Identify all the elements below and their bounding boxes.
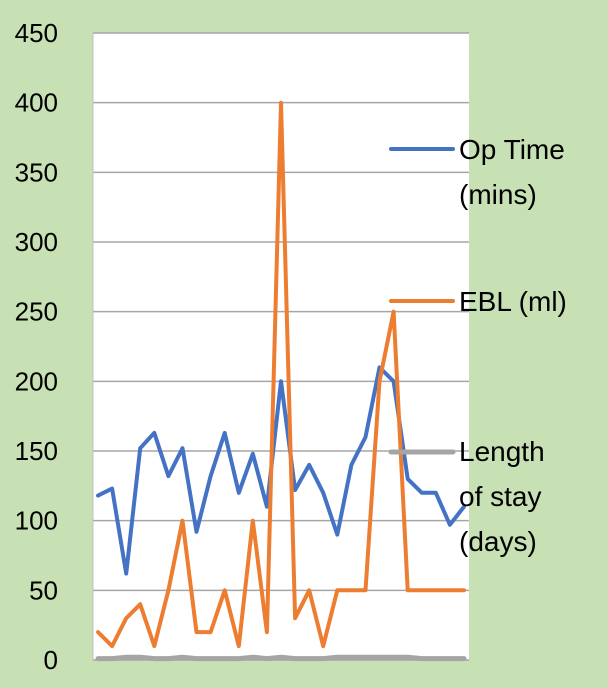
y-tick-label-100: 100 [15, 506, 58, 536]
legend-label-0-1: (mins) [459, 179, 537, 210]
legend: Op Time (mins) EBL (ml) Length of stay (days) [388, 134, 567, 557]
y-tick-label-0: 0 [44, 645, 58, 675]
y-tick-label-300: 300 [15, 227, 58, 257]
series-line-1 [96, 100, 466, 649]
legend-entry-1: EBL (ml) [389, 286, 567, 317]
legend-label-2-0: Length [459, 436, 545, 467]
legend-label-1-0: EBL (ml) [459, 286, 567, 317]
gridlines [93, 32, 469, 661]
legend-label-2-2: (days) [459, 526, 537, 557]
y-tick-label-150: 150 [15, 436, 58, 466]
y-tick-label-200: 200 [15, 366, 58, 396]
y-tick-label-250: 250 [15, 297, 58, 327]
y-axis-tick-labels: 0 50 100 150 200 250 300 350 400 450 [15, 18, 58, 675]
y-tick-label-50: 50 [29, 575, 58, 605]
series-lines [95, 100, 467, 662]
legend-entry-2: Length of stay (days) [388, 436, 545, 557]
y-tick-label-450: 450 [15, 18, 58, 48]
legend-label-0-0: Op Time [459, 134, 565, 165]
legend-label-2-1: of stay [459, 481, 541, 512]
y-tick-label-400: 400 [15, 88, 58, 118]
series-line-0 [96, 365, 466, 576]
y-tick-label-350: 350 [15, 157, 58, 187]
series-line-2 [95, 654, 467, 662]
legend-entry-0: Op Time (mins) [389, 134, 565, 210]
